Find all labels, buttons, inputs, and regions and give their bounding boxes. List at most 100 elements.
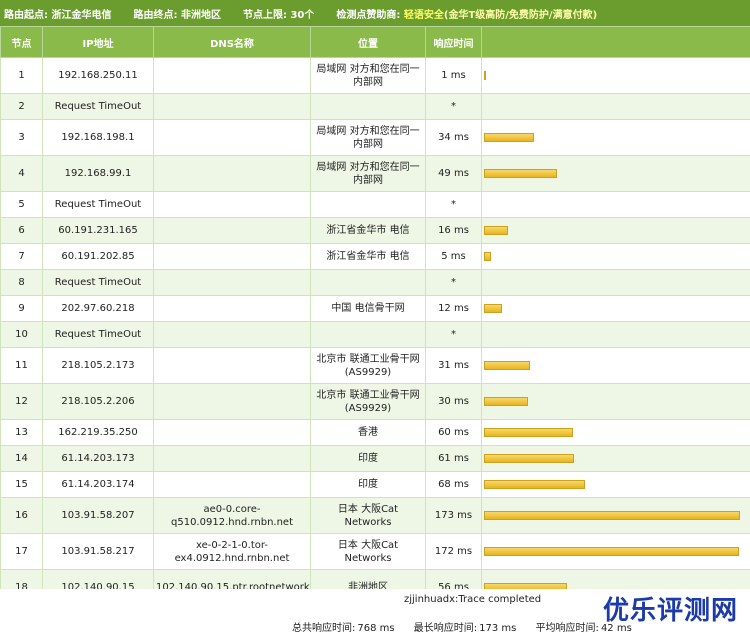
latency-graph-cell [482, 534, 750, 570]
time-cell: 172 ms [426, 534, 482, 570]
time-cell: 68 ms [426, 472, 482, 498]
latency-graph-cell [482, 94, 750, 120]
time-cell: 16 ms [426, 218, 482, 244]
latency-bar [484, 454, 574, 463]
latency-graph-cell [482, 156, 750, 192]
sponsor-link[interactable]: 轻语安全 [404, 10, 444, 21]
col-header-time: 响应时间 [426, 27, 482, 58]
dns-cell [154, 218, 311, 244]
dns-cell [154, 156, 311, 192]
route-info-bar: 路由起点: 浙江金华电信 路由终点: 非洲地区 节点上限: 30个 检测点赞助商… [0, 0, 750, 26]
latency-graph-cell [482, 244, 750, 270]
dns-cell [154, 94, 311, 120]
ip-cell: 218.105.2.206 [43, 384, 154, 420]
node-cell: 11 [1, 348, 43, 384]
location-cell: 北京市 联通工业骨干网(AS9929) [311, 384, 426, 420]
col-header-ip: IP地址 [43, 27, 154, 58]
response-totals: 总共响应时间:768 ms 最长响应时间:173 ms 平均响应时间:42 ms [292, 619, 634, 634]
time-cell: * [426, 322, 482, 348]
ip-cell: Request TimeOut [43, 192, 154, 218]
sponsor-info: 检测点赞助商: 轻语安全(金华T级高防/免费防护/满意付款) [336, 6, 597, 21]
node-cell: 3 [1, 120, 43, 156]
col-header-dns: DNS名称 [154, 27, 311, 58]
time-cell: * [426, 270, 482, 296]
location-cell: 中国 电信骨干网 [311, 296, 426, 322]
latency-bar [484, 304, 502, 313]
dns-cell [154, 384, 311, 420]
latency-graph-cell [482, 58, 750, 94]
location-cell: 局域网 对方和您在同一内部网 [311, 58, 426, 94]
location-cell [311, 322, 426, 348]
latency-bar [484, 428, 573, 437]
time-cell: 31 ms [426, 348, 482, 384]
latency-graph-cell [482, 218, 750, 244]
latency-graph-cell [482, 120, 750, 156]
location-cell: 局域网 对方和您在同一内部网 [311, 156, 426, 192]
location-cell [311, 270, 426, 296]
dns-cell: ae0-0.core-q510.0912.hnd.rnbn.net [154, 498, 311, 534]
col-header-graph [482, 27, 750, 58]
dns-cell [154, 472, 311, 498]
node-cell: 14 [1, 446, 43, 472]
latency-graph-cell [482, 348, 750, 384]
time-cell: 30 ms [426, 384, 482, 420]
time-cell: 173 ms [426, 498, 482, 534]
node-cell: 12 [1, 384, 43, 420]
latency-bar [484, 397, 528, 406]
latency-bar [484, 226, 508, 235]
latency-graph-cell [482, 446, 750, 472]
node-cell: 9 [1, 296, 43, 322]
ip-cell: 192.168.250.11 [43, 58, 154, 94]
location-cell: 浙江省金华市 电信 [311, 218, 426, 244]
latency-graph-cell [482, 296, 750, 322]
ip-cell: 61.14.203.174 [43, 472, 154, 498]
node-cell: 6 [1, 218, 43, 244]
ip-cell: 192.168.198.1 [43, 120, 154, 156]
ip-cell: 103.91.58.217 [43, 534, 154, 570]
ip-cell: Request TimeOut [43, 270, 154, 296]
sponsor-link-free[interactable]: 免费防护 [509, 10, 549, 21]
node-cell: 2 [1, 94, 43, 120]
ip-cell: 202.97.60.218 [43, 296, 154, 322]
sponsor-link-ddos[interactable]: 金华T级高防 [448, 10, 505, 21]
latency-bar [484, 511, 740, 520]
node-limit: 节点上限: 30个 [243, 6, 314, 21]
location-cell [311, 192, 426, 218]
node-cell: 5 [1, 192, 43, 218]
dns-cell [154, 192, 311, 218]
route-start: 路由起点: 浙江金华电信 [4, 6, 111, 21]
max-time: 173 ms [479, 623, 516, 634]
latency-graph-cell [482, 472, 750, 498]
dns-cell [154, 420, 311, 446]
dns-cell [154, 270, 311, 296]
table-header-row: 节点 IP地址 DNS名称 位置 响应时间 [1, 27, 750, 58]
sponsor-link-pay[interactable]: 满意付款 [553, 10, 593, 21]
node-cell: 4 [1, 156, 43, 192]
ip-cell: 218.105.2.173 [43, 348, 154, 384]
location-cell: 浙江省金华市 电信 [311, 244, 426, 270]
col-header-node: 节点 [1, 27, 43, 58]
col-header-location: 位置 [311, 27, 426, 58]
route-end: 路由终点: 非洲地区 [133, 6, 220, 21]
ip-cell: 60.191.231.165 [43, 218, 154, 244]
time-cell: 61 ms [426, 446, 482, 472]
dns-cell [154, 446, 311, 472]
ip-cell: 192.168.99.1 [43, 156, 154, 192]
site-watermark-logo: 优乐评测网 [603, 590, 738, 627]
time-cell: 12 ms [426, 296, 482, 322]
latency-graph-cell [482, 270, 750, 296]
node-cell: 15 [1, 472, 43, 498]
latency-bar [484, 252, 491, 261]
